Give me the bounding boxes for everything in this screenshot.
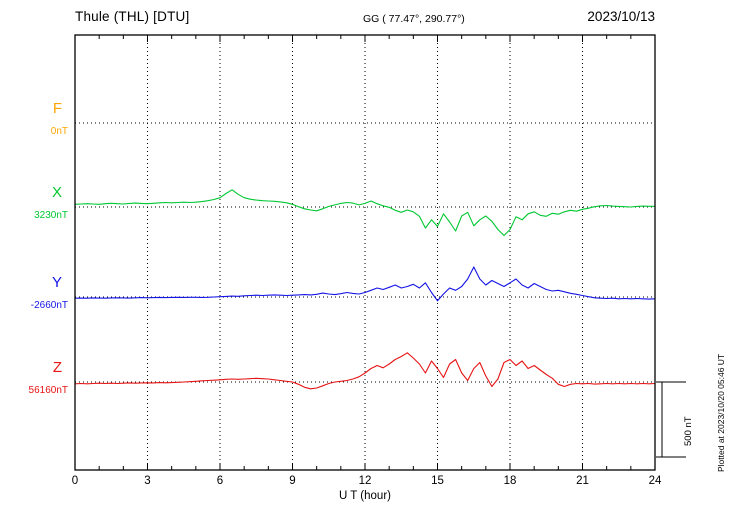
component-letter-x: X [51, 184, 62, 201]
x-tick-label: 3 [144, 475, 151, 487]
component-baseline-f: 0nT [50, 126, 68, 137]
x-tick-label: 18 [503, 475, 517, 487]
trace-x [74, 189, 655, 237]
x-tick-label: 15 [431, 475, 444, 487]
x-tick-label: 24 [648, 475, 662, 487]
component-letter-z: Z [52, 359, 62, 376]
component-letter-f: F [52, 100, 62, 117]
x-axis-title: U T (hour) [339, 490, 391, 502]
x-tick-label: 0 [71, 475, 79, 487]
x-tick-label: 12 [358, 475, 372, 487]
component-letter-y: Y [51, 274, 62, 291]
geo-coordinates: GG ( 77.47°, 290.77°) [363, 13, 465, 25]
x-tick-label: 21 [576, 475, 589, 487]
x-tick-label: 6 [216, 475, 224, 487]
plotted-at-note: Plotted at 2023/10/20 05:46 UT [716, 353, 726, 472]
component-baseline-z: 56160nT [28, 385, 68, 396]
trace-y [74, 266, 656, 302]
component-baseline-y: -2660nT [30, 300, 68, 311]
component-baseline-x: 3230nT [34, 210, 68, 221]
x-tick-label: 9 [289, 475, 296, 487]
station-title: Thule (THL) [DTU] [75, 9, 190, 24]
trace-z [74, 352, 656, 390]
scale-bar-label: 500 nT [683, 416, 694, 446]
plot-date: 2023/10/13 [587, 9, 655, 24]
plot-frame [74, 34, 656, 471]
